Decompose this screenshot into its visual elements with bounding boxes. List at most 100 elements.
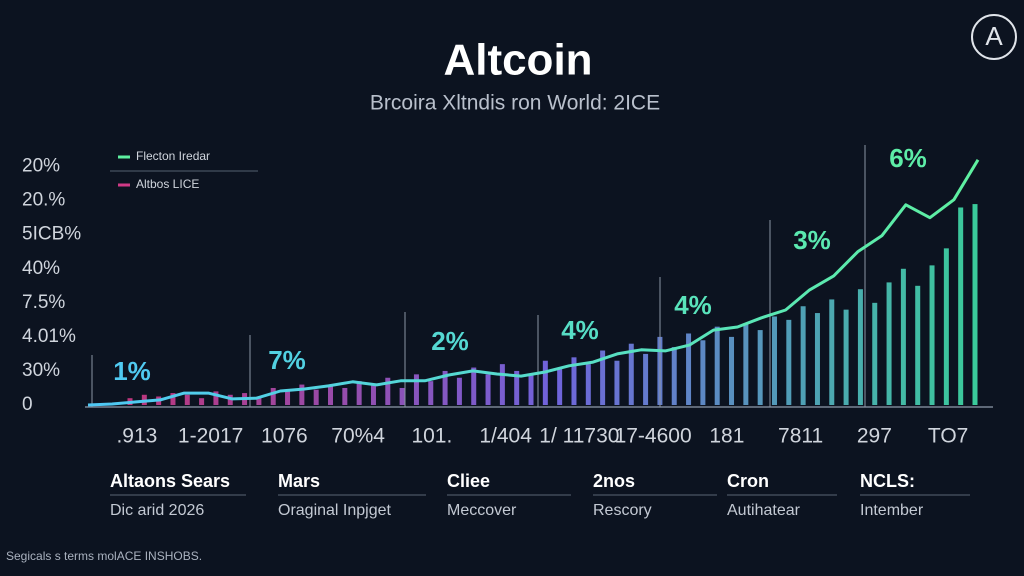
column-text: Meccover bbox=[447, 502, 517, 519]
column-heading: Altaons Sears bbox=[110, 471, 230, 491]
y-tick-label: 5ICB% bbox=[22, 224, 81, 245]
x-tick-label: TO7 bbox=[928, 425, 968, 448]
legend-label: Flecton Iredar bbox=[136, 149, 210, 163]
bar bbox=[170, 393, 176, 405]
bar bbox=[786, 319, 792, 405]
logo: A bbox=[985, 21, 1003, 51]
bar bbox=[943, 248, 949, 405]
column-heading: Cron bbox=[727, 471, 769, 491]
y-tick-label: 4.01% bbox=[22, 326, 76, 347]
x-tick-label: 297 bbox=[857, 425, 892, 448]
column-heading: 2nos bbox=[593, 471, 635, 491]
annotation: 4% bbox=[561, 315, 599, 345]
annotation: 4% bbox=[674, 290, 712, 320]
bar bbox=[299, 384, 305, 405]
x-tick-label: 1076 bbox=[261, 425, 308, 448]
bar bbox=[958, 207, 964, 405]
bar bbox=[184, 394, 190, 405]
bar bbox=[900, 268, 906, 405]
bar bbox=[714, 326, 720, 405]
bar bbox=[614, 360, 620, 405]
annotation: 7% bbox=[268, 345, 306, 375]
legend-label: Altbos LICE bbox=[136, 177, 199, 191]
bar bbox=[814, 313, 820, 405]
column-text: Rescory bbox=[593, 502, 652, 519]
column-heading: Mars bbox=[278, 471, 320, 491]
y-tick-label: 20.% bbox=[22, 190, 65, 211]
logo-ring bbox=[971, 14, 1017, 60]
column-heading: NCLS: bbox=[860, 471, 915, 491]
chart-subtitle: Brcoira Xltndis ron World: 2ICE bbox=[370, 92, 660, 115]
y-tick-label: 30% bbox=[22, 360, 60, 381]
bar bbox=[800, 306, 806, 405]
annotation: 1% bbox=[113, 356, 151, 386]
bar bbox=[199, 398, 205, 405]
bar bbox=[843, 309, 849, 405]
bar bbox=[600, 350, 606, 405]
x-tick-label: 70%4 bbox=[331, 425, 385, 448]
x-tick-label: 7811 bbox=[778, 425, 823, 448]
y-tick-label: 40% bbox=[22, 258, 60, 279]
bar bbox=[256, 396, 262, 405]
bar bbox=[886, 282, 892, 405]
column-text: Oraginal Inpjget bbox=[278, 502, 392, 519]
bar bbox=[514, 370, 520, 405]
bar bbox=[499, 364, 505, 405]
bar bbox=[929, 265, 935, 405]
bar bbox=[915, 285, 921, 405]
column-heading: Cliee bbox=[447, 471, 490, 491]
x-tick-label: 1/ 11730 bbox=[539, 425, 619, 448]
x-tick-label: 1-2017 bbox=[178, 425, 243, 448]
bar bbox=[270, 387, 276, 405]
bar bbox=[628, 343, 634, 405]
footnote: Segicals s terms molACE INSHOBS. bbox=[6, 549, 202, 563]
x-tick-label: 101. bbox=[411, 425, 452, 448]
line bbox=[87, 159, 980, 407]
bar bbox=[972, 204, 978, 405]
bar bbox=[313, 389, 319, 405]
bar bbox=[485, 374, 491, 405]
x-tick-label: .913 bbox=[116, 425, 157, 448]
bar bbox=[456, 377, 462, 405]
x-tick-label: 17-4600 bbox=[615, 425, 692, 448]
annotation: 2% bbox=[431, 326, 469, 356]
bar bbox=[729, 336, 735, 405]
bar bbox=[771, 316, 777, 405]
bar bbox=[671, 347, 677, 405]
annotation: 6% bbox=[889, 143, 927, 173]
bar bbox=[399, 387, 405, 405]
bar bbox=[857, 289, 863, 405]
bar bbox=[757, 330, 763, 405]
bar bbox=[385, 377, 391, 405]
y-tick-label: 20% bbox=[22, 156, 60, 177]
bar bbox=[471, 367, 477, 405]
bar bbox=[571, 357, 577, 405]
bar bbox=[686, 333, 692, 405]
bar bbox=[285, 391, 291, 405]
bar bbox=[557, 367, 563, 405]
y-tick-label: 0 bbox=[22, 394, 33, 415]
bar bbox=[585, 364, 591, 405]
chart-title: Altcoin bbox=[443, 36, 592, 85]
bar bbox=[413, 374, 419, 405]
bar bbox=[643, 353, 649, 405]
bar bbox=[213, 391, 219, 405]
bar bbox=[528, 374, 534, 405]
y-tick-label: 7.5% bbox=[22, 292, 65, 313]
x-tick-label: 181 bbox=[709, 425, 744, 448]
annotation: 3% bbox=[793, 225, 831, 255]
bar bbox=[356, 381, 362, 405]
column-text: Autihatear bbox=[727, 502, 801, 519]
bar bbox=[342, 387, 348, 405]
bar bbox=[829, 299, 835, 405]
bar bbox=[428, 381, 434, 405]
bar bbox=[872, 302, 878, 405]
bar bbox=[743, 323, 749, 405]
x-tick-label: 1/404 bbox=[479, 425, 532, 448]
column-text: Intember bbox=[860, 502, 924, 519]
bar bbox=[700, 340, 706, 405]
bar bbox=[328, 386, 334, 405]
bar bbox=[442, 370, 448, 405]
